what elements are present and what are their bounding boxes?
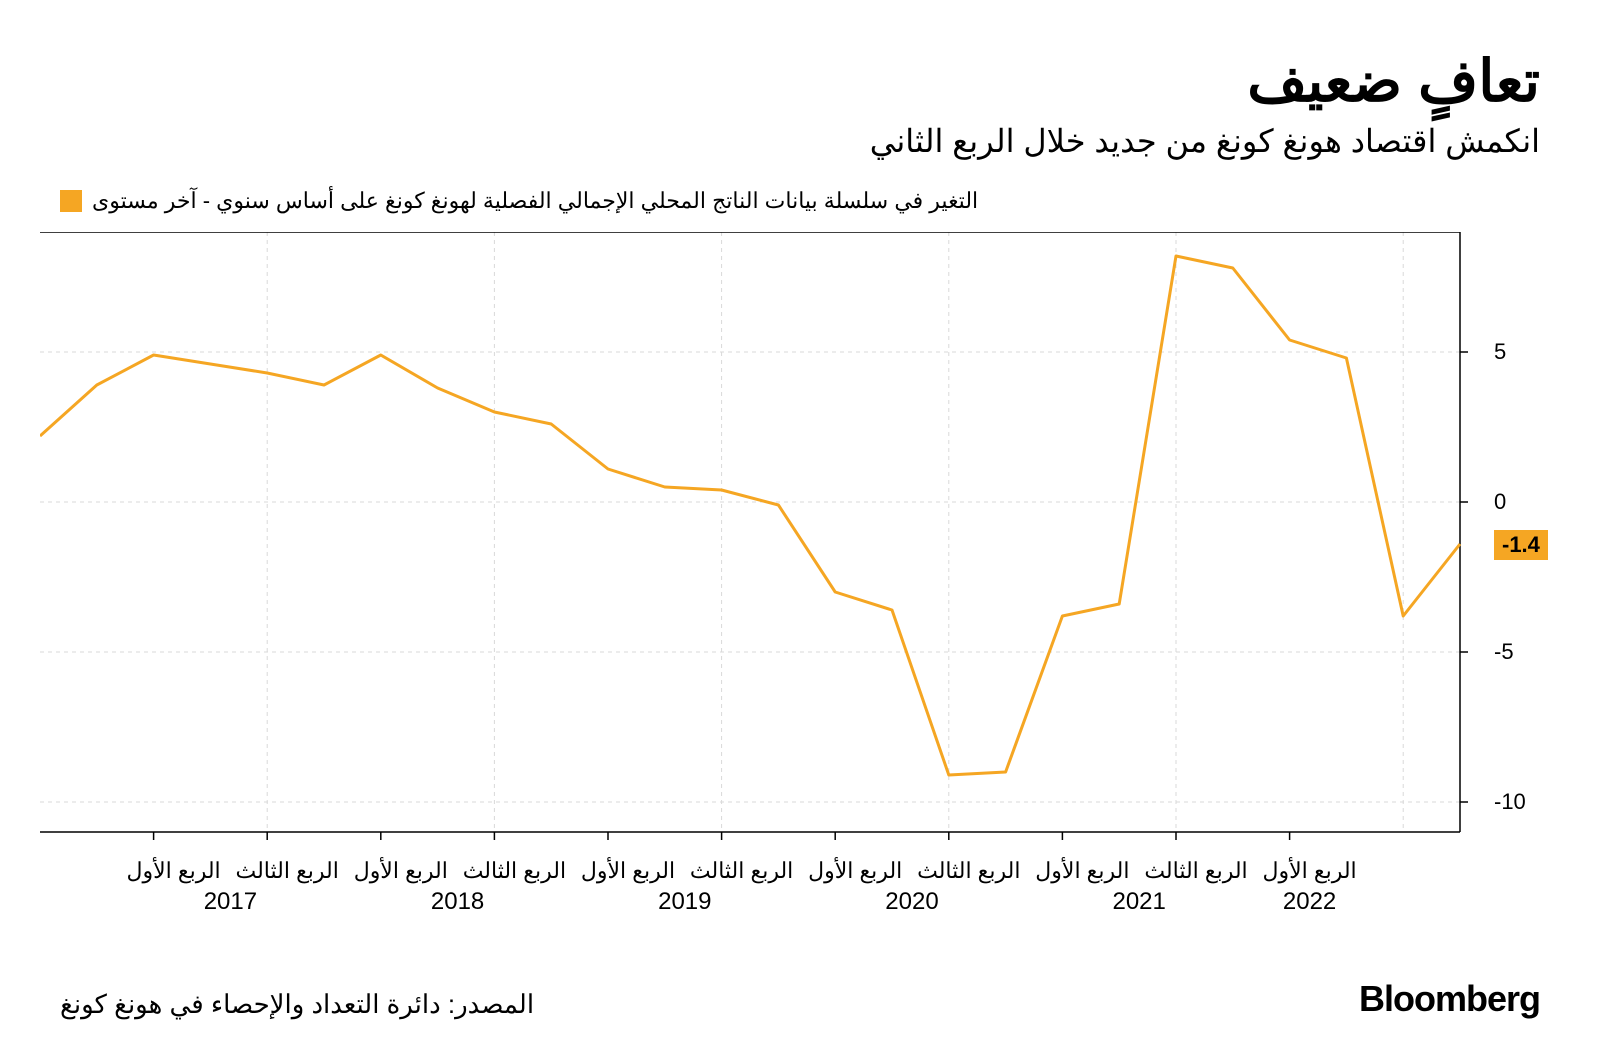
x-tick-q1: الربع الأول <box>1250 858 1370 884</box>
source-text: المصدر: دائرة التعداد والإحصاء في هونغ ك… <box>60 989 534 1020</box>
y-tick-label: -10 <box>1494 789 1554 815</box>
x-tick-q3: الربع الثالث <box>454 858 574 884</box>
x-tick-q1: الربع الأول <box>341 858 461 884</box>
x-tick-q1: الربع الأول <box>795 858 915 884</box>
x-tick-q1: الربع الأول <box>114 858 234 884</box>
x-tick-q1: الربع الأول <box>1022 858 1142 884</box>
last-value-badge: -1.4 <box>1494 530 1548 560</box>
x-tick-year: 2022 <box>1270 886 1350 916</box>
legend-swatch <box>60 190 82 212</box>
x-tick-year: 2018 <box>418 886 498 916</box>
x-axis-labels: الربع الأولالربع الثالث2017الربع الأولال… <box>60 858 1540 928</box>
legend-label: التغير في سلسلة بيانات الناتج المحلي الإ… <box>92 188 978 214</box>
x-tick-year: 2017 <box>190 886 270 916</box>
chart-title: تعافٍ ضعيف <box>60 50 1540 114</box>
chart-subtitle: انكمش اقتصاد هونغ كونغ من جديد خلال الرب… <box>60 122 1540 160</box>
x-tick-q3: الربع الثالث <box>1136 858 1256 884</box>
line-chart <box>40 232 1540 852</box>
legend: التغير في سلسلة بيانات الناتج المحلي الإ… <box>60 188 1540 214</box>
x-tick-year: 2020 <box>872 886 952 916</box>
y-tick-label: 0 <box>1494 489 1554 515</box>
brand-logo: Bloomberg <box>1359 978 1540 1020</box>
x-tick-year: 2019 <box>645 886 725 916</box>
chart-area: -10-505 -1.4 <box>60 232 1540 852</box>
x-tick-q3: الربع الثالث <box>682 858 802 884</box>
x-tick-q1: الربع الأول <box>568 858 688 884</box>
x-tick-q3: الربع الثالث <box>909 858 1029 884</box>
y-tick-label: -5 <box>1494 639 1554 665</box>
x-tick-year: 2021 <box>1099 886 1179 916</box>
y-tick-label: 5 <box>1494 339 1554 365</box>
x-tick-q3: الربع الثالث <box>227 858 347 884</box>
